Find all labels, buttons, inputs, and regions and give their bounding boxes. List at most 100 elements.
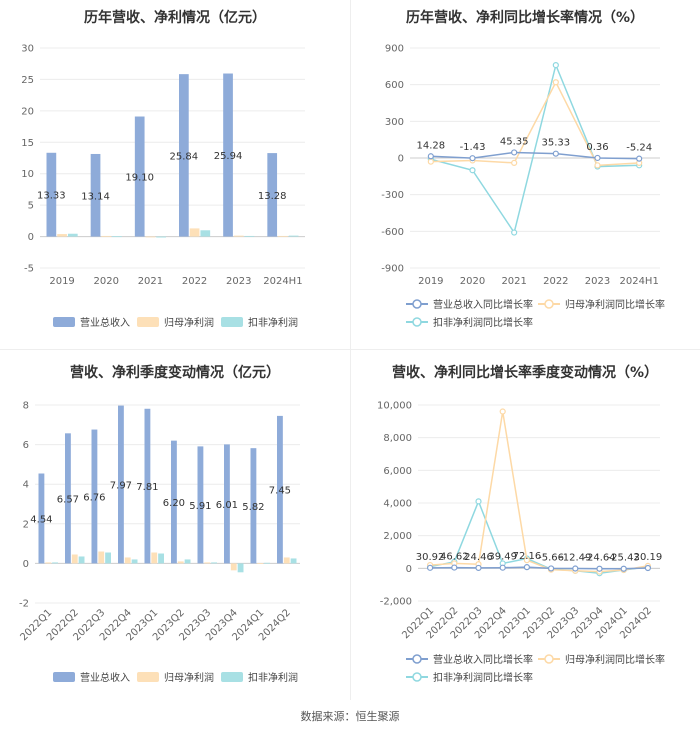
- line-value-label: 20.19: [634, 552, 663, 563]
- series-line: [430, 151, 640, 160]
- bar: [78, 556, 85, 564]
- data-source-note: 数据来源：恒生聚源: [300, 710, 400, 723]
- bar: [200, 230, 211, 237]
- bar-value-label: 13.33: [37, 191, 66, 202]
- data-point: [475, 498, 482, 505]
- data-point: [594, 154, 601, 162]
- chart-title: 营收、净利同比增长率季度变动情况（%）: [392, 364, 658, 381]
- series-line: [430, 411, 649, 573]
- quarterly-growth-rate-chart: 营收、净利同比增长率季度变动情况（%） -2,000 0 2,000 4,000 6,00…: [350, 350, 700, 700]
- x-tick-label: 2023: [226, 276, 251, 287]
- line-value-label: 24.46: [464, 552, 493, 563]
- y-tick-label: -600: [381, 227, 404, 238]
- y-tick-label: 8,000: [383, 433, 412, 444]
- bar-value-label: 25.84: [170, 151, 199, 162]
- legend-marker: [412, 317, 422, 327]
- bar: [134, 116, 145, 237]
- x-tick-label: 2021: [138, 276, 163, 287]
- line-value-label: -1.43: [460, 142, 486, 153]
- y-tick-label: 5: [28, 201, 34, 212]
- line-value-label: 30.92: [416, 552, 445, 563]
- data-point: [426, 564, 434, 571]
- data-point: [596, 565, 603, 572]
- bar-value-label: 13.14: [81, 191, 110, 202]
- chart3-svg: 营收、净利同比增长率季度变动情况（%） -2,000 0 2,000 4,000 6,00…: [377, 364, 665, 684]
- bar-value-label: 5.82: [242, 502, 264, 513]
- bar-value-label: 6.76: [83, 492, 105, 503]
- series-line: [430, 62, 640, 235]
- y-tick-label: 600: [385, 80, 404, 91]
- bar: [179, 74, 189, 237]
- line-value-label: 45.35: [500, 136, 529, 147]
- chart2-svg: 营收、净利季度变动情况（亿元）-2024682022Q12022Q22022Q3…: [19, 364, 300, 684]
- bar: [158, 553, 164, 564]
- data-point: [644, 564, 651, 572]
- chart-title: 历年营收、净利同比增长率情况（%）: [406, 9, 644, 26]
- bar: [45, 562, 52, 564]
- legend-swatch: [137, 317, 159, 327]
- bar: [288, 235, 299, 237]
- x-tick-label: 2019: [49, 276, 74, 287]
- y-tick-label: 8: [23, 401, 29, 412]
- y-tick-label: -2,000: [380, 597, 412, 608]
- y-tick-label: -5: [24, 264, 34, 275]
- legend-label: 营业总收入同比增长率: [433, 653, 533, 666]
- annual-revenue-profit-chart: 历年营收、净利情况（亿元） -5 0 5 10 15 20 25 30 2019 2020 2021 2…: [0, 0, 350, 340]
- y-tick-label: 15: [21, 138, 34, 149]
- x-tick-label: 2022: [182, 276, 207, 287]
- bar: [244, 235, 255, 237]
- data-point: [427, 158, 434, 165]
- legend-swatch: [137, 672, 159, 682]
- bar-value-label: 6.20: [163, 498, 185, 509]
- y-tick-label: 0: [398, 154, 404, 165]
- bar: [264, 562, 270, 564]
- y-tick-label: -2: [19, 599, 29, 610]
- legend-marker: [544, 654, 554, 664]
- y-tick-label: 0: [28, 232, 34, 243]
- x-tick-label: 2020: [460, 276, 485, 287]
- line-value-label: -5.66: [538, 552, 564, 563]
- data-point: [499, 564, 506, 571]
- legend-marker: [544, 299, 554, 309]
- bar: [278, 235, 288, 237]
- bar: [90, 153, 101, 237]
- legend-marker: [412, 299, 422, 309]
- bar-value-label: 6.01: [216, 500, 238, 511]
- bar: [171, 440, 177, 564]
- y-tick-label: 6: [23, 440, 29, 451]
- series-line: [430, 566, 648, 570]
- bar: [98, 551, 105, 564]
- bar: [283, 557, 290, 564]
- line-value-label: 14.28: [417, 140, 446, 151]
- bar: [177, 561, 184, 564]
- data-point: [469, 167, 476, 174]
- y-tick-label: 2,000: [383, 531, 412, 542]
- chart0-svg: 历年营收、净利情况（亿元） -5 0 5 10 15 20 25 30 2019 2020 2021 2…: [21, 9, 305, 329]
- y-tick-label: 6,000: [383, 466, 412, 477]
- bar-value-label: 25.94: [214, 151, 243, 162]
- data-point: [523, 557, 530, 564]
- data-point: [475, 564, 482, 572]
- x-tick-label: 2024H1: [263, 276, 302, 287]
- legend-label: 归母净利润: [164, 316, 214, 329]
- y-tick-label: -900: [381, 264, 404, 275]
- bar: [267, 153, 278, 237]
- line-value-label: 35.33: [542, 138, 571, 149]
- data-point: [523, 564, 530, 571]
- y-tick-label: 30: [21, 44, 34, 55]
- legend-label: 归母净利润同比增长率: [565, 298, 665, 311]
- bar: [105, 552, 111, 564]
- data-point: [620, 565, 627, 572]
- data-point: [469, 155, 476, 162]
- bar: [233, 235, 244, 237]
- line-value-label: -5.24: [626, 143, 652, 154]
- bar: [189, 228, 200, 237]
- data-point: [552, 79, 559, 86]
- vertical-divider: [350, 0, 351, 700]
- bar-value-label: 7.45: [269, 486, 291, 497]
- x-tick-label: 2019: [418, 276, 443, 287]
- data-point: [511, 229, 518, 236]
- legend-label: 营业总收入: [80, 316, 130, 329]
- bar: [52, 562, 58, 564]
- bar: [204, 562, 211, 564]
